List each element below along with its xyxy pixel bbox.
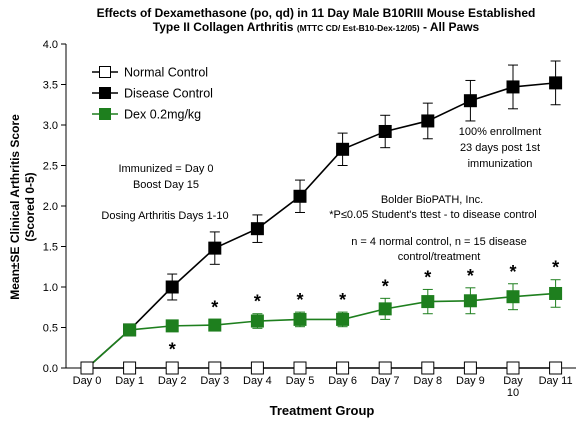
data-point-disease-control bbox=[250, 222, 264, 236]
legend-marker-normal-control bbox=[99, 66, 111, 78]
x-tick-label: Day 3 bbox=[200, 375, 229, 387]
annotation-enrollment-1: 100% enrollment bbox=[459, 126, 542, 138]
annotation-enrollment-3: immunization bbox=[468, 158, 533, 170]
x-tick-label-continued: 10 bbox=[507, 387, 519, 399]
significance-star: * bbox=[169, 340, 176, 360]
data-point-dex-0-2mg-kg bbox=[463, 294, 477, 308]
significance-markers: * * * * * * * * * * bbox=[169, 258, 559, 360]
data-point-normal-control bbox=[506, 361, 520, 375]
legend-label-dex: Dex 0.2mg/kg bbox=[124, 108, 201, 122]
annotation-n-note-2: control/treatment bbox=[398, 251, 481, 263]
data-point-disease-control bbox=[336, 142, 350, 156]
significance-star: * bbox=[211, 297, 218, 317]
data-point-dex-0-2mg-kg bbox=[208, 318, 222, 332]
annotation-dosing: Dosing Arthritis Days 1-10 bbox=[101, 210, 228, 222]
y-tick-label: 2.0 bbox=[43, 201, 58, 213]
y-tick-label: 0.0 bbox=[43, 363, 58, 375]
significance-star: * bbox=[509, 262, 516, 282]
data-point-normal-control bbox=[421, 361, 435, 375]
y-axis-title-line-1: Mean±SE Clinical Arthritis Score bbox=[8, 114, 22, 300]
y-tick-label: 3.5 bbox=[43, 80, 58, 92]
significance-star: * bbox=[552, 258, 559, 278]
y-tick-label: 3.0 bbox=[43, 120, 58, 132]
x-tick-label: Day bbox=[503, 375, 523, 387]
y-tick-label: 0.5 bbox=[43, 323, 58, 335]
data-point-normal-control bbox=[80, 361, 94, 375]
legend-label-disease-control: Disease Control bbox=[124, 87, 213, 101]
x-tick-label: Day 0 bbox=[73, 375, 102, 387]
significance-star: * bbox=[382, 276, 389, 296]
legend-label-normal-control: Normal Control bbox=[124, 66, 208, 80]
data-point-dex-0-2mg-kg bbox=[165, 319, 179, 333]
data-point-normal-control bbox=[378, 361, 392, 375]
legend-marker-dex bbox=[99, 108, 111, 120]
data-point-dex-0-2mg-kg bbox=[293, 312, 307, 326]
significance-star: * bbox=[339, 290, 346, 310]
data-point-normal-control bbox=[293, 361, 307, 375]
data-point-normal-control bbox=[463, 361, 477, 375]
y-tick-label: 4.0 bbox=[43, 39, 58, 51]
data-point-dex-0-2mg-kg bbox=[123, 323, 137, 337]
annotation-boost: Boost Day 15 bbox=[133, 179, 199, 191]
data-point-normal-control bbox=[250, 361, 264, 375]
x-tick-label: Day 1 bbox=[115, 375, 144, 387]
y-axis-ticks: 0.0 0.5 1.0 1.5 2.0 2.5 3.0 3.5 4.0 bbox=[43, 39, 66, 375]
significance-star: * bbox=[254, 292, 261, 312]
y-tick-label: 2.5 bbox=[43, 161, 58, 173]
data-point-dex-0-2mg-kg bbox=[506, 290, 520, 304]
x-tick-label: Day 8 bbox=[413, 375, 442, 387]
data-point-normal-control bbox=[165, 361, 179, 375]
x-tick-label: Day 6 bbox=[328, 375, 357, 387]
y-tick-label: 1.0 bbox=[43, 282, 58, 294]
data-point-disease-control bbox=[506, 80, 520, 94]
x-tick-label: Day 7 bbox=[371, 375, 400, 387]
series-line-dex-0-2mg-kg bbox=[86, 292, 556, 369]
x-tick-label: Day 11 bbox=[539, 375, 573, 387]
data-point-disease-control bbox=[463, 94, 477, 108]
legend: Normal Control Disease Control Dex 0.2mg… bbox=[92, 66, 213, 122]
data-point-disease-control bbox=[165, 280, 179, 294]
data-point-disease-control bbox=[549, 76, 563, 90]
annotation-company: Bolder BioPATH, Inc. bbox=[381, 194, 483, 206]
chart-title-line-2-study-code: (MTTC CD/ Est-B10-Dex-12/05) bbox=[297, 23, 420, 33]
significance-star: * bbox=[467, 266, 474, 286]
x-tick-label: Day 2 bbox=[158, 375, 187, 387]
x-axis-ticks: Day 0 Day 1 Day 2 Day 3 Day 4 Day 5 Day 6 Day 7… bbox=[73, 368, 573, 399]
data-point-disease-control bbox=[293, 189, 307, 203]
x-tick-label: Day 9 bbox=[456, 375, 485, 387]
x-tick-label: Day 4 bbox=[243, 375, 272, 387]
x-axis-title: Treatment Group bbox=[270, 403, 375, 418]
significance-star: * bbox=[424, 267, 431, 287]
annotation-enrollment-2: 23 days post 1st bbox=[460, 142, 540, 154]
data-point-disease-control bbox=[208, 241, 222, 255]
data-point-normal-control bbox=[549, 361, 563, 375]
series-line-disease-control bbox=[86, 82, 556, 369]
chart-title-line-2-main: Type II Collagen Arthritis bbox=[153, 20, 294, 34]
chart-title-line-2-tail: - All Paws bbox=[420, 20, 480, 34]
data-point-dex-0-2mg-kg bbox=[250, 314, 264, 328]
annotation-n-note-1: n = 4 normal control, n = 15 disease bbox=[351, 236, 527, 248]
data-point-dex-0-2mg-kg bbox=[336, 312, 350, 326]
data-point-normal-control bbox=[123, 361, 137, 375]
significance-star: * bbox=[296, 290, 303, 310]
data-point-normal-control bbox=[336, 361, 350, 375]
data-point-disease-control bbox=[421, 114, 435, 128]
chart-title-line-1: Effects of Dexamethasone (po, qd) in 11 … bbox=[97, 6, 536, 20]
series-layer bbox=[80, 60, 563, 375]
x-tick-label: Day 5 bbox=[286, 375, 315, 387]
legend-marker-disease-control bbox=[99, 87, 111, 99]
y-axis-title-line-2: (Scored 0-5) bbox=[23, 172, 37, 241]
annotation-immunized: Immunized = Day 0 bbox=[118, 163, 213, 175]
data-point-normal-control bbox=[208, 361, 222, 375]
data-point-disease-control bbox=[378, 124, 392, 138]
chart-title-line-2: Type II Collagen Arthritis (MTTC CD/ Est… bbox=[153, 20, 480, 34]
data-point-dex-0-2mg-kg bbox=[421, 295, 435, 309]
data-point-dex-0-2mg-kg bbox=[378, 302, 392, 316]
y-tick-label: 1.5 bbox=[43, 242, 58, 254]
annotation-stat-note: *P≤0.05 Student's ttest - to disease con… bbox=[329, 209, 536, 221]
data-point-dex-0-2mg-kg bbox=[549, 286, 563, 300]
